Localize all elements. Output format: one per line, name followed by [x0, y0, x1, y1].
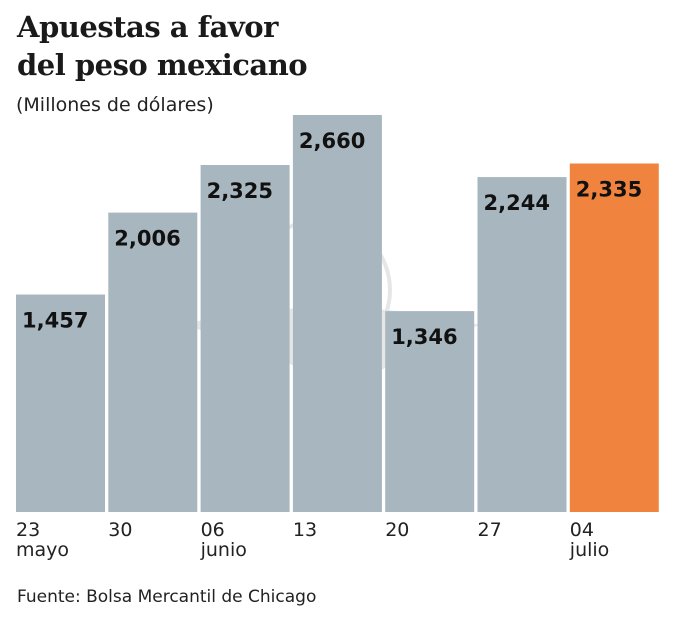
- chart-title: Apuestas a favor del peso mexicano: [17, 8, 308, 84]
- data-label: 1,457: [22, 309, 88, 333]
- x-tick-label: 30: [108, 519, 132, 541]
- bar: [569, 163, 659, 512]
- data-label: 2,325: [207, 179, 273, 203]
- bar: [200, 164, 290, 513]
- bar: [292, 115, 382, 512]
- x-tick-month: julio: [569, 539, 610, 561]
- data-label: 2,244: [484, 191, 550, 215]
- bar: [477, 177, 567, 512]
- bar: [385, 311, 475, 512]
- bar: [108, 212, 198, 512]
- x-tick-label: 04: [570, 519, 594, 541]
- data-label: 2,660: [299, 129, 365, 153]
- x-tick-month: junio: [200, 539, 247, 561]
- title-line-2: del peso mexicano: [17, 48, 308, 82]
- data-label: 1,346: [391, 325, 457, 349]
- source-note: Fuente: Bolsa Mercantil de Chicago: [17, 587, 317, 607]
- x-tick-label: 27: [478, 519, 502, 541]
- data-label: 2,335: [576, 178, 642, 202]
- x-tick-label: 23: [16, 519, 40, 541]
- x-tick-label: 20: [385, 519, 409, 541]
- x-tick-label: 06: [201, 519, 225, 541]
- x-tick-label: 13: [293, 519, 317, 541]
- data-label: 2,006: [114, 227, 180, 251]
- title-line-1: Apuestas a favor: [17, 10, 278, 44]
- x-tick-month: mayo: [16, 539, 69, 561]
- bar: [16, 294, 105, 512]
- chart-subtitle: (Millones de dólares): [16, 94, 214, 116]
